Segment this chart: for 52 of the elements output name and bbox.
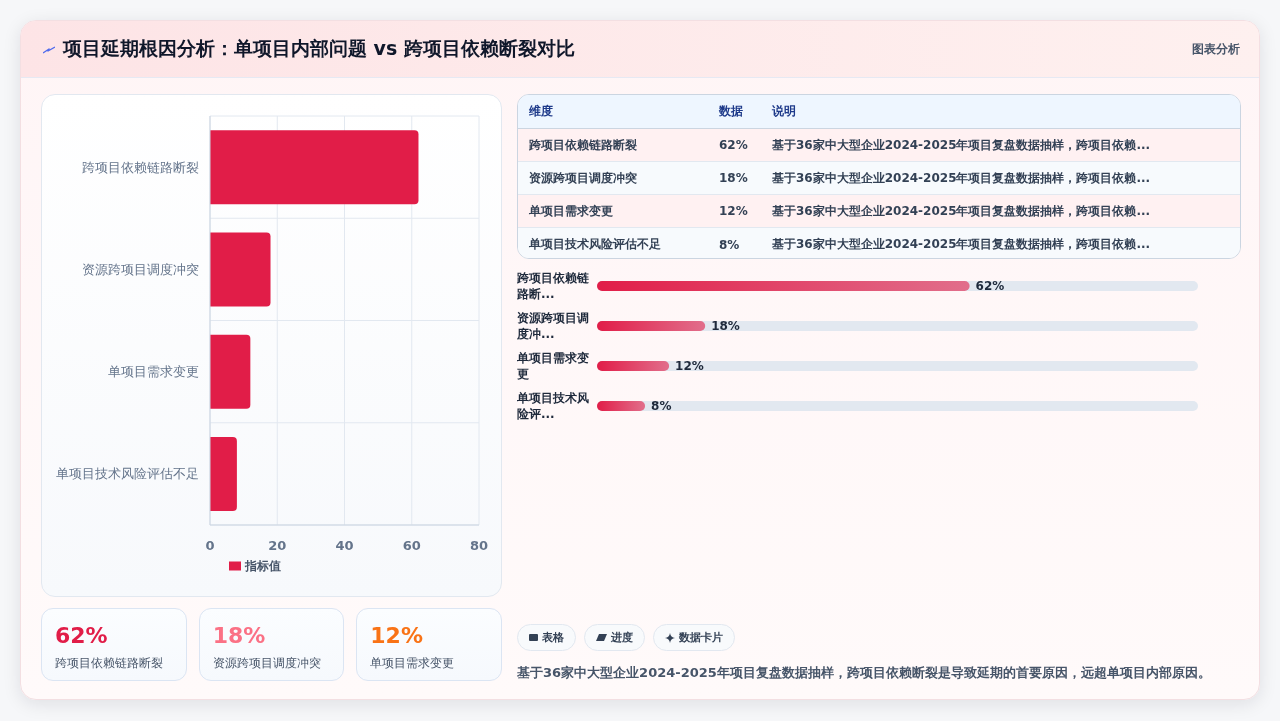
bar [210,437,237,512]
data-label: 12% [675,359,704,374]
y-tick-label: 单项目技术风险评... [516,391,589,422]
data-label: 62% [975,279,1005,294]
text: 62% [719,138,748,152]
x-tick-label: 80 [469,538,489,554]
category-label: 资源跨项目调度冲突 [529,169,638,187]
y-tick-label: 跨项目依赖链路断裂 [82,159,199,175]
legend-label: 指标值 [245,559,281,573]
bar [210,130,419,205]
x-tick-label: 0 [205,538,215,554]
text: 数据 [719,103,744,120]
y-tick-label: 单项目需求变更 [108,364,199,380]
text: 说明 [772,103,797,120]
data-label: 18% [711,319,740,334]
text: 基于36家中大型企业2024-2025年项目复盘数据抽样，跨项目依赖... [772,169,1152,187]
chart-title: 项目延期根因分析：单项目内部问题 vs 跨项目依赖断裂对比 [63,36,575,61]
x-tick-label: 40 [335,538,354,554]
text: 8% [719,237,740,252]
text: 基于36家中大型企业2024-2025年项目复盘数据抽样，跨项目依赖... [772,202,1152,220]
text: 12% [719,204,748,218]
text: 表格 [542,630,564,645]
category-label: 单项目技术风险评估不足 [529,236,662,253]
text: 数据卡片 [679,630,723,645]
text: 进度 [611,630,633,645]
text: 18% [719,171,748,185]
category-label: 单项目需求变更 [370,655,456,672]
text: 18% [212,623,266,648]
y-tick-label: 资源跨项目调度冲突 [82,261,199,277]
y-tick-label: 单项目需求变更 [516,351,589,382]
bar [210,334,251,409]
bar [597,321,706,331]
bar [597,401,646,411]
x-tick-label: 60 [402,538,421,554]
category-label: 跨项目依赖链路断裂 [529,136,638,154]
text: 维度 [529,103,554,120]
text: 基于36家中大型企业2024-2025年项目复盘数据抽样，跨项目依赖... [772,136,1152,154]
category-label: 资源跨项目调度冲突 [212,655,322,672]
text: 基于36家中大型企业2024-2025年项目复盘数据抽样，跨项目依赖... [772,236,1152,253]
category-label: 单项目需求变更 [529,202,614,220]
y-tick-label: 资源跨项目调度冲... [516,311,589,342]
x-tick-label: 20 [268,538,287,554]
y-tick-label: 单项目技术风险评估不足 [56,466,199,482]
text: 图表分析 [1192,40,1240,58]
bar [210,232,271,307]
data-label: 8% [651,399,672,414]
bar [597,361,670,371]
category-label: 跨项目依赖链路断裂 [55,655,164,672]
text: 62% [55,623,108,648]
text: 12% [370,623,423,648]
text: 基于36家中大型企业2024-2025年项目复盘数据抽样，跨项目依赖断裂是导致延期的首要原因，远超单项目内部原因。 [517,664,1212,682]
y-tick-label: 跨项目依赖链路断... [516,271,590,302]
